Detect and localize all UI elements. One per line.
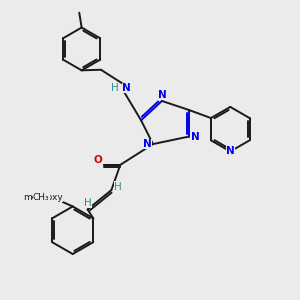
Text: CH₃: CH₃ bbox=[33, 193, 50, 202]
Text: O: O bbox=[94, 155, 102, 165]
Text: N: N bbox=[143, 139, 152, 149]
Text: H: H bbox=[84, 198, 92, 208]
Text: O: O bbox=[53, 193, 62, 202]
Text: H: H bbox=[111, 83, 119, 93]
Text: methoxy: methoxy bbox=[23, 193, 63, 202]
Text: N: N bbox=[226, 146, 235, 157]
Text: N: N bbox=[122, 83, 131, 93]
Text: N: N bbox=[158, 90, 166, 100]
Text: N: N bbox=[191, 132, 200, 142]
Text: H: H bbox=[114, 182, 122, 192]
